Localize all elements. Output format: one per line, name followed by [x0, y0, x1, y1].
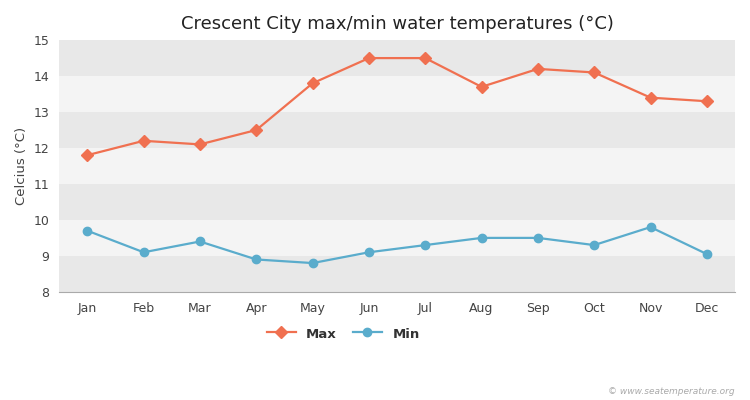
Max — [308, 81, 317, 86]
Max — [140, 138, 148, 143]
Min — [196, 239, 205, 244]
Min — [140, 250, 148, 255]
Bar — [59, 76, 735, 112]
Max — [196, 142, 205, 147]
Min — [646, 225, 655, 230]
Legend: Max, Min: Max, Min — [266, 327, 419, 341]
Max — [421, 56, 430, 60]
Bar — [59, 184, 735, 220]
Min — [364, 250, 374, 255]
Min — [308, 261, 317, 266]
Min — [590, 243, 598, 248]
Max — [590, 70, 598, 75]
Bar — [59, 148, 735, 184]
Min — [533, 236, 542, 240]
Max — [533, 66, 542, 71]
Bar — [59, 220, 735, 256]
Bar — [59, 40, 735, 76]
Text: © www.seatemperature.org: © www.seatemperature.org — [608, 387, 735, 396]
Max — [364, 56, 374, 60]
Y-axis label: Celcius (°C): Celcius (°C) — [15, 127, 28, 205]
Bar — [59, 256, 735, 292]
Min — [82, 228, 92, 233]
Min — [477, 236, 486, 240]
Max — [646, 95, 655, 100]
Min — [421, 243, 430, 248]
Title: Crescent City max/min water temperatures (°C): Crescent City max/min water temperatures… — [181, 15, 614, 33]
Max — [702, 99, 711, 104]
Min — [252, 257, 261, 262]
Line: Max: Max — [83, 54, 711, 159]
Bar — [59, 112, 735, 148]
Max — [82, 153, 92, 158]
Line: Min: Min — [83, 223, 711, 267]
Max — [252, 128, 261, 132]
Max — [477, 84, 486, 89]
Min — [702, 252, 711, 256]
